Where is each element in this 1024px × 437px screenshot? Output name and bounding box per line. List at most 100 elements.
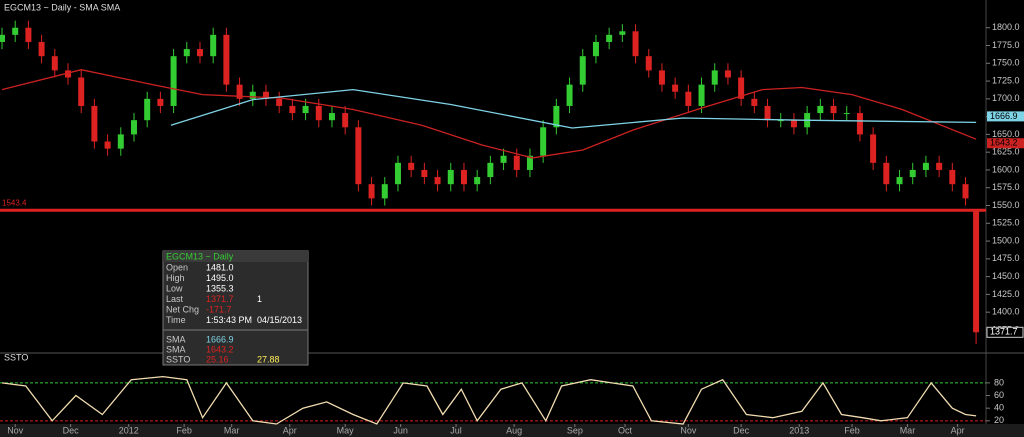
info-label: Last [166, 294, 184, 304]
y-tick-label: 1775.0 [992, 40, 1020, 50]
info-label: Time [166, 315, 186, 325]
y-tick-label: 1575.0 [992, 182, 1020, 192]
info-value: 1371.7 [206, 294, 234, 304]
candle-body [711, 70, 718, 85]
x-tick-label: Dec [733, 425, 750, 435]
info-value: 1495.0 [206, 273, 234, 283]
info-value: 1 [257, 294, 262, 304]
x-tick-label: Sep [567, 425, 583, 435]
x-tick-label: Nov [680, 425, 697, 435]
info-value: 04/15/2013 [257, 315, 302, 325]
candle-body [949, 169, 956, 185]
x-tick-label: Nov [7, 425, 24, 435]
candle-body [0, 34, 5, 42]
candle-body [51, 56, 58, 71]
candle-body [434, 177, 441, 185]
x-tick-label: Aug [506, 425, 522, 435]
candle-body [645, 56, 652, 71]
candle-body [25, 27, 32, 42]
candle-body [12, 27, 19, 35]
candle-body [658, 70, 665, 85]
x-tick-label: May [337, 425, 355, 435]
time-axis-bg [0, 424, 1024, 437]
candle-body [368, 184, 375, 199]
candle-body [223, 34, 230, 85]
candle-body [856, 113, 863, 135]
y-tick-label: 1525.0 [992, 218, 1020, 228]
x-tick-label: Feb [176, 425, 192, 435]
info-value: 1481.0 [206, 262, 234, 272]
candle-body [922, 162, 929, 170]
candle-body [381, 184, 388, 199]
candle-body [394, 162, 401, 185]
y-tick-label: 1700.0 [992, 93, 1020, 103]
candle-body [447, 169, 454, 185]
candle-body [540, 127, 547, 156]
chart-title: EGCM13 ~ Daily - SMA SMA [4, 2, 120, 12]
info-label: SMA [166, 344, 186, 354]
info-value: 1643.2 [206, 344, 234, 354]
candle-body [830, 105, 837, 114]
candle-body [289, 105, 296, 114]
candle-body [276, 98, 283, 106]
candle-body [632, 31, 639, 57]
info-panel [162, 250, 309, 366]
info-value: 25.16 [206, 354, 229, 364]
info-label: Open [166, 262, 188, 272]
candle-body [302, 105, 309, 114]
x-tick-label: Oct [618, 425, 633, 435]
candle-body [843, 113, 850, 115]
candle-body [513, 155, 520, 170]
y-tick-label: 80 [994, 377, 1004, 387]
candle-body [78, 77, 85, 106]
indicator-line [1, 69, 977, 159]
candle-body [421, 169, 428, 178]
candle-body [130, 120, 137, 135]
candle-body [698, 84, 705, 106]
x-tick-label: Mar [900, 425, 916, 435]
candle-body [764, 105, 771, 121]
last-value-box [987, 138, 1024, 149]
y-tick-label: 20 [994, 415, 1004, 425]
y-tick-label: 40 [994, 403, 1004, 413]
candle-body [262, 91, 269, 99]
candle-body [619, 31, 626, 35]
candle-body [91, 105, 98, 142]
indicator-line [170, 88, 977, 129]
candle-body [553, 105, 560, 128]
candle-body [962, 184, 969, 199]
candle-body [500, 155, 507, 163]
y-tick-label: 1600.0 [992, 164, 1020, 174]
candle-body [474, 177, 481, 185]
x-tick-label: Mar [224, 425, 240, 435]
candle-body [909, 169, 916, 178]
candle-body [38, 41, 45, 57]
y-tick-label: 1650.0 [992, 129, 1020, 139]
y-tick-label: 1450.0 [992, 271, 1020, 281]
candle-body [117, 134, 124, 149]
candle-body [751, 98, 758, 106]
candle-body [355, 127, 362, 185]
candle-body [579, 56, 586, 85]
y-tick-label: 1500.0 [992, 235, 1020, 245]
candle-body [592, 41, 599, 57]
info-value: 27.88 [257, 354, 280, 364]
price-level-label: 1543.4 [2, 198, 27, 207]
candle-body [328, 113, 335, 121]
candle-body [566, 84, 573, 106]
info-box: EGCM13 ~ Daily SMA 1666.9 SMA 1643.2 SST… [162, 250, 309, 366]
panel-title: SSTO [4, 352, 28, 362]
y-tick-label: 1725.0 [992, 75, 1020, 85]
indicator-line [1, 375, 977, 425]
info-value: 1355.3 [206, 283, 234, 293]
candle-body [883, 162, 890, 185]
candle-body [870, 134, 877, 163]
candle-body [64, 70, 71, 78]
info-label: Net Chg [166, 304, 199, 314]
candle-body [236, 84, 243, 99]
candle-body [685, 91, 692, 106]
info-value: -171.7 [206, 304, 232, 314]
info-value: 1:53:43 PM [206, 315, 252, 325]
last-price-box [986, 326, 1024, 338]
